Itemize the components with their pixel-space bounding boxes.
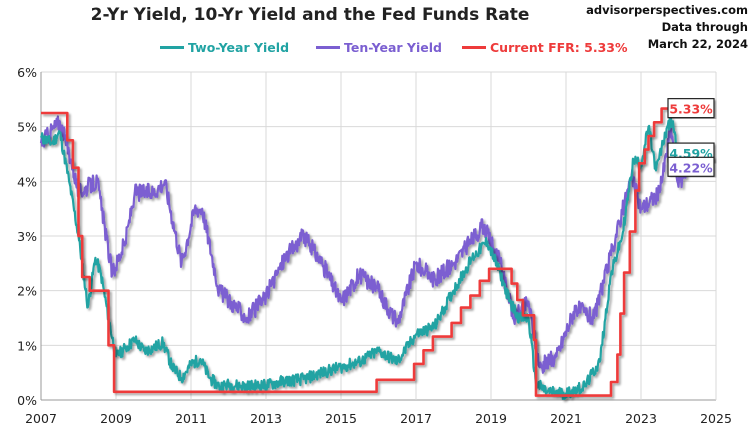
series-line-ffr <box>41 107 686 397</box>
y-tick-label: 6% <box>17 65 37 80</box>
x-tick-label: 2019 <box>475 411 507 426</box>
end-label-box <box>667 156 715 177</box>
end-label-ten-year: 4.22% <box>669 160 713 175</box>
y-tick-label: 3% <box>17 229 37 244</box>
series-line-two-year <box>39 116 687 400</box>
chart-title: 2-Yr Yield, 10-Yr Yield and the Fed Fund… <box>90 5 530 25</box>
y-tick-label: 2% <box>17 284 37 299</box>
x-tick-label: 2025 <box>700 411 732 426</box>
x-tick-label: 2023 <box>625 411 657 426</box>
series-line-ten-year <box>39 115 688 374</box>
y-tick-label: 5% <box>17 120 37 135</box>
x-tick-label: 2013 <box>250 411 282 426</box>
x-tick-label: 2017 <box>400 411 432 426</box>
legend-ten-year: Ten-Year Yield <box>316 40 442 55</box>
data-through-date: March 22, 2024 <box>647 37 748 51</box>
legend-label: Current FFR: 5.33% <box>490 40 628 55</box>
legend-two-year: Two-Year Yield <box>160 40 289 55</box>
legend-swatch <box>160 46 184 49</box>
legend-swatch <box>316 46 340 49</box>
x-tick-label: 2007 <box>25 411 57 426</box>
end-label-ffr: 5.33% <box>669 102 713 117</box>
source-site: advisorperspectives.com <box>586 3 748 17</box>
legend-swatch <box>462 46 486 49</box>
y-tick-label: 1% <box>17 338 37 353</box>
x-tick-label: 2009 <box>100 411 132 426</box>
x-tick-label: 2021 <box>550 411 582 426</box>
y-tick-label: 0% <box>17 393 37 408</box>
data-through-label: Data through <box>661 20 748 34</box>
end-label-box <box>667 98 715 119</box>
x-tick-label: 2015 <box>325 411 357 426</box>
y-tick-label: 4% <box>17 174 37 189</box>
legend-ffr: Current FFR: 5.33% <box>462 40 628 55</box>
source-note: advisorperspectives.com Data through Mar… <box>586 2 748 53</box>
x-tick-label: 2011 <box>175 411 207 426</box>
legend-label: Ten-Year Yield <box>344 40 442 55</box>
legend-label: Two-Year Yield <box>188 40 290 55</box>
